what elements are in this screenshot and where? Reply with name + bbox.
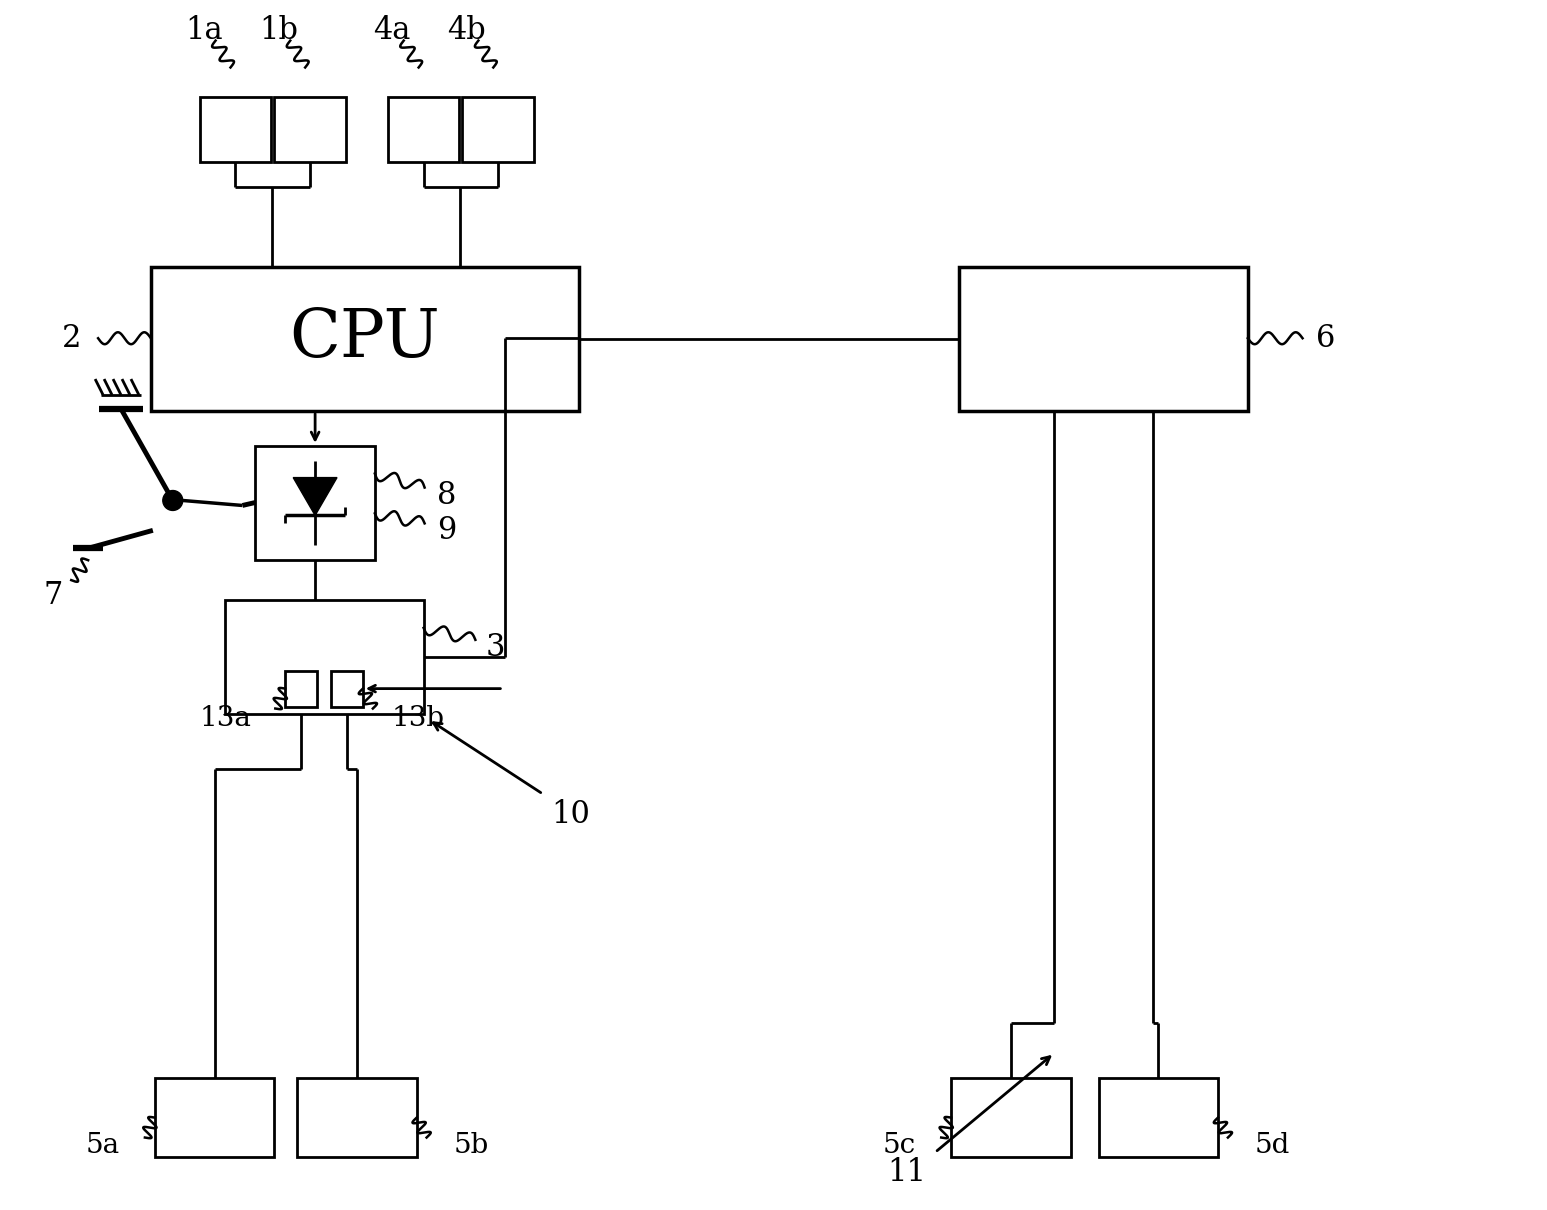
Bar [285,670,317,707]
Text: 5d: 5d [1255,1133,1290,1159]
Text: 5c: 5c [883,1133,916,1159]
Text: 13b: 13b [391,705,444,732]
Text: 5b: 5b [453,1133,489,1159]
Text: 11: 11 [888,1157,927,1188]
Bar [152,266,579,411]
Bar [331,670,364,707]
Text: 13a: 13a [200,705,252,732]
Bar [951,1078,1071,1158]
Bar [1098,1078,1217,1158]
Text: 1a: 1a [184,16,223,46]
Bar [155,1078,274,1158]
Bar [463,97,534,162]
Text: 9: 9 [436,514,456,546]
Polygon shape [294,478,337,515]
Bar [255,445,374,560]
Text: 6: 6 [1316,323,1335,353]
Text: CPU: CPU [289,306,441,371]
Bar [297,1078,416,1158]
Bar [388,97,459,162]
Text: 4a: 4a [373,16,410,46]
Text: 7: 7 [43,580,63,611]
Circle shape [162,490,183,511]
Text: 5a: 5a [87,1133,121,1159]
Bar [274,97,347,162]
Bar [200,97,271,162]
Bar [959,266,1248,411]
Text: 3: 3 [486,633,504,663]
Text: 8: 8 [436,480,456,511]
Bar [224,600,424,714]
Text: 4b: 4b [447,16,486,46]
Text: 1b: 1b [258,16,297,46]
Text: 10: 10 [551,799,591,830]
Text: 2: 2 [62,323,80,353]
